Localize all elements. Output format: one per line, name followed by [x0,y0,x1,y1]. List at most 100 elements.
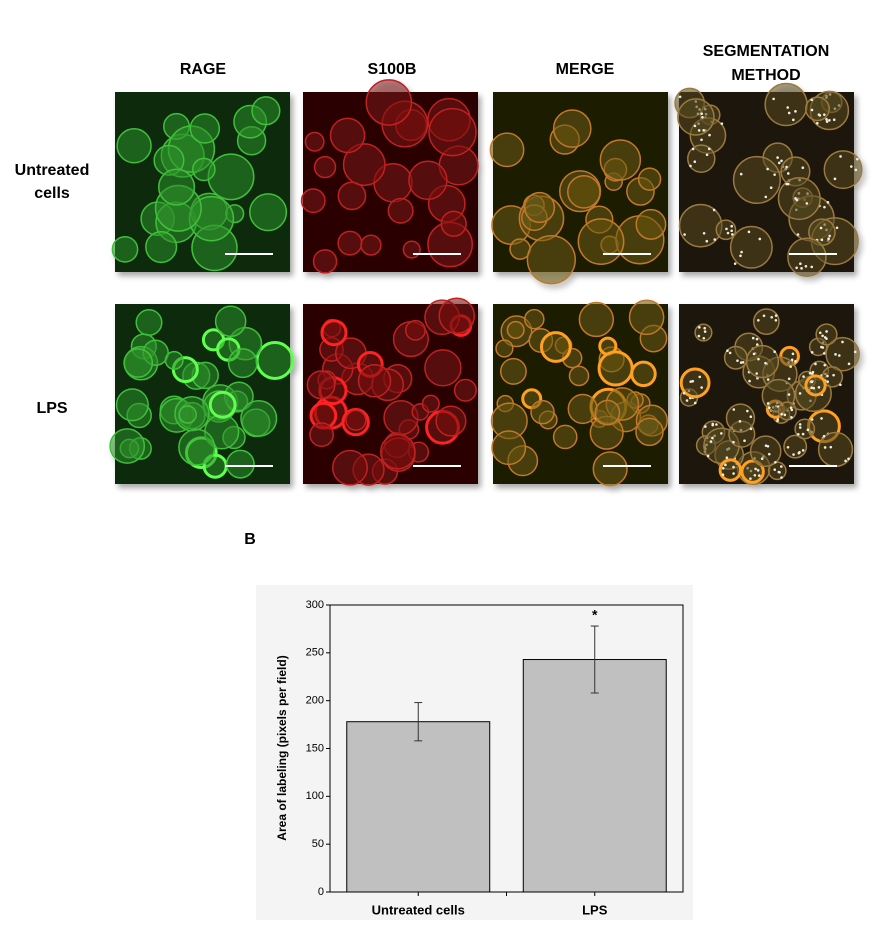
cell [109,428,146,464]
segment-dot [707,147,711,151]
segment-dot [806,428,810,432]
segment-dot [804,264,808,268]
cell [329,117,366,154]
segment-dot [708,133,711,137]
segment-dot [755,337,759,341]
cell [794,418,816,440]
cell [787,237,827,278]
cell [440,210,467,237]
cell [309,422,334,448]
y-tick-label: 0 [318,886,324,898]
segment-dot [798,423,802,426]
segment-dot [794,359,797,363]
segment-dot [702,231,706,235]
cell [745,344,780,379]
cell [342,143,386,187]
segment-dot [770,315,774,319]
segment-dot [730,224,733,228]
cell [718,458,743,482]
cell [207,153,255,201]
cell [387,197,414,224]
cell [568,365,590,387]
segment-dot [834,353,837,356]
segment-dot [796,233,800,236]
segment-dot [720,432,723,435]
segment-dot [743,439,746,443]
segment-dot [697,334,701,338]
cell [594,399,621,426]
segment-dot [826,201,830,204]
cell [599,139,642,181]
segment-dot [801,166,805,170]
cell [360,234,382,256]
cell [240,399,278,437]
segment-dot [821,334,824,338]
micrograph [303,297,478,486]
segment-dot [739,172,743,176]
x-tick-label: Untreated cells [372,902,465,917]
segment-dot [705,239,709,243]
segment-dot [777,470,781,474]
segment-dot [733,262,737,265]
segment-dot [787,393,791,396]
cell [491,430,527,466]
segment-dot [792,453,795,456]
segment-dot [749,427,753,431]
segment-dot [790,358,794,362]
segment-dot [829,445,833,449]
cell [365,79,413,126]
segment-dot [791,352,795,356]
segment-dot [756,343,759,346]
segment-dot [789,365,792,368]
segment-dot [799,262,802,266]
y-tick-label: 200 [306,695,324,707]
column-header: RAGE [179,61,227,78]
segment-dot [792,118,795,122]
segment-dot [709,440,713,443]
segment-dot [766,167,769,171]
cell [304,131,325,152]
segment-dot [691,379,695,383]
segment-dot [780,476,783,479]
segment-dot [711,423,715,427]
segment-dot [702,336,706,340]
segment-dot [810,265,814,269]
segment-dot [767,452,771,456]
cell [408,160,448,201]
cell [804,374,827,397]
column-header: SEGMENTATION METHOD [702,43,830,84]
cell [383,399,419,436]
segment-dot [702,129,706,132]
segment-dot [689,380,693,383]
segment-dot [693,124,697,128]
segment-dot [794,110,797,113]
segment-dot [721,467,725,470]
segment-dot [825,120,829,123]
cell [523,191,556,224]
y-tick-label: 100 [306,790,324,802]
segment-dot [713,238,717,241]
cell [552,109,592,148]
segment-dot [810,98,814,102]
cell [506,320,525,340]
cell [495,339,514,358]
segment-dot [705,153,709,157]
cell [567,393,598,425]
segment-dot [794,197,797,200]
segment-dot [739,361,743,364]
segment-dot [823,205,826,209]
segment-dot [818,331,822,335]
cell [597,350,634,387]
cell [635,208,667,240]
segment-dot [832,118,836,122]
cell [214,305,247,338]
segment-dot [786,445,790,449]
segment-dot [732,440,735,444]
segment-dot [721,473,725,477]
segment-dot [801,449,805,452]
cell [777,176,821,221]
segment-dot [700,138,703,142]
cell [749,435,782,468]
cell [526,235,576,285]
